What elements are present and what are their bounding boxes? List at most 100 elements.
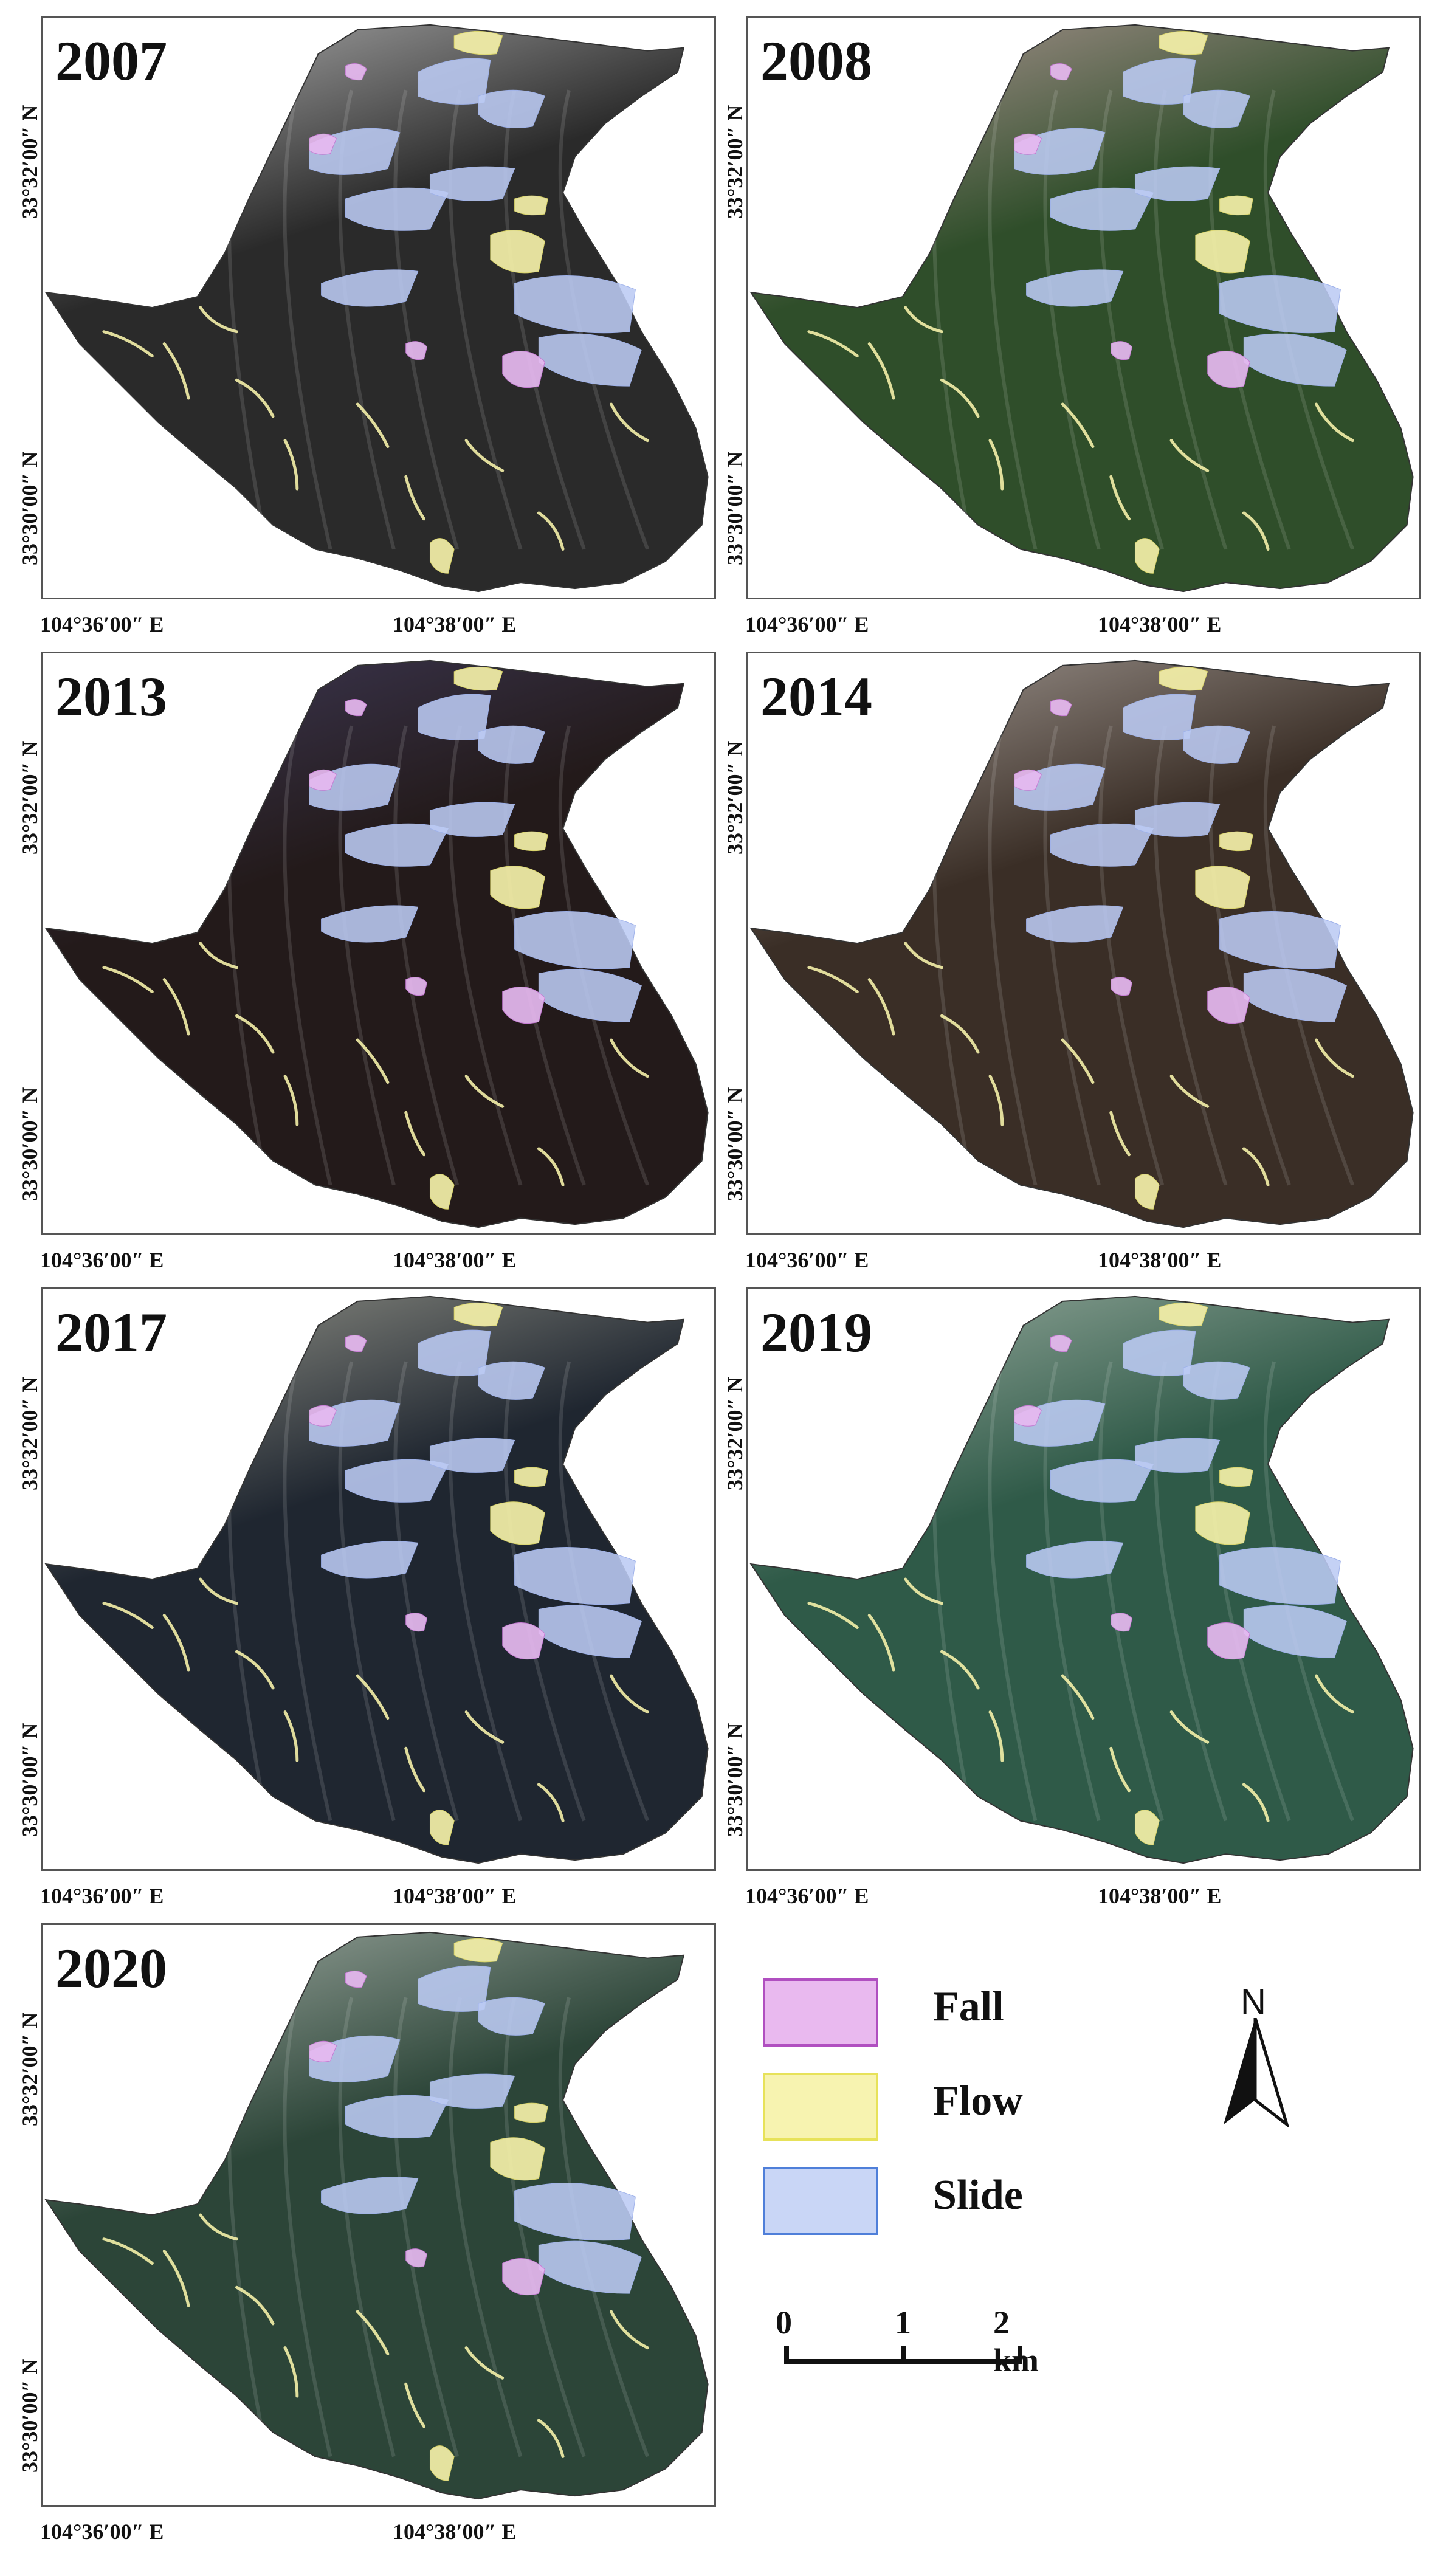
ridge-line: [988, 89, 1038, 550]
landslide-fall: [345, 63, 367, 81]
landslide-slide: [1026, 905, 1124, 943]
landslide-flow: [1134, 1810, 1160, 1845]
map-panel: 2007: [41, 16, 716, 599]
ridge-line: [932, 89, 974, 550]
landslide-slide: [321, 269, 419, 307]
map-panel: 2013: [41, 652, 716, 1235]
landslide-slide: [321, 2177, 419, 2214]
landslide-slide: [1134, 166, 1221, 201]
landslide-flow: [404, 1111, 426, 1157]
landslide-slide: [1134, 802, 1221, 837]
scale-bar-line: [784, 2346, 1022, 2364]
landslide-slide: [1123, 58, 1196, 105]
landslide-flow: [1061, 402, 1095, 449]
landslide-slide: [514, 275, 636, 334]
landslide-flow: [1109, 475, 1131, 521]
landslide-flow: [429, 538, 455, 574]
lat-label-north: 33°32′00″ N: [18, 2012, 42, 2126]
landslide-fall: [502, 351, 545, 388]
legend-label-flow: Flow: [933, 2078, 1023, 2124]
landslide-fall: [1111, 1613, 1133, 1632]
ridge-line: [988, 1361, 1038, 1822]
landslide-flow: [490, 1501, 545, 1545]
landslide-fall: [502, 1622, 545, 1660]
landslide-flow: [199, 1577, 238, 1605]
landslide-flow: [235, 378, 275, 418]
landslide-flow: [199, 942, 238, 969]
landslide-flow: [429, 1174, 455, 1210]
landslide-fall: [1207, 1622, 1250, 1660]
landslide-flow: [102, 2237, 154, 2265]
landslide-slide: [1183, 89, 1250, 128]
landslide-flow: [235, 1650, 275, 1690]
landslide-fall: [1050, 1335, 1072, 1352]
landslide-slide: [514, 1547, 636, 1605]
landslide-slide: [418, 58, 491, 105]
landslide-flow: [162, 342, 190, 400]
year-label: 2007: [55, 30, 167, 92]
landslide-fall: [405, 341, 428, 360]
landslide-flow: [464, 439, 505, 472]
ridge-line: [283, 725, 332, 1186]
ridge-line: [503, 1997, 586, 2457]
landslide-flow: [867, 978, 895, 1036]
landslide-fall: [1207, 351, 1250, 388]
landslide-flow: [356, 1038, 390, 1084]
landslide-flow: [1134, 1174, 1160, 1210]
landslide-flow: [1109, 1746, 1131, 1793]
landslide-flow: [1169, 439, 1210, 472]
year-label: 2017: [55, 1301, 167, 1363]
legend-swatch-flow: [763, 2073, 878, 2141]
landslide-slide: [321, 905, 419, 943]
landslide-flow: [1242, 1783, 1270, 1822]
lon-label-west: 104°36′00″ E: [40, 1248, 164, 1272]
landslide-slide: [418, 1329, 491, 1376]
landslide-flow: [867, 342, 895, 400]
landslide-flow: [537, 511, 565, 551]
scale-tick-label: 0: [776, 2304, 792, 2341]
landslide-flow: [1219, 831, 1253, 852]
landslide-slide: [478, 89, 545, 128]
landslide-slide: [345, 1459, 449, 1503]
ridge-line: [448, 1361, 523, 1822]
landslide-slide: [1183, 1361, 1250, 1400]
landslide-fall: [309, 2040, 337, 2062]
landslide-flow: [1315, 1674, 1354, 1714]
lat-label-north: 33°32′00″ N: [723, 105, 747, 219]
landslide-slide: [1050, 823, 1154, 867]
landslide-flow: [610, 402, 649, 443]
landslide-flow: [940, 378, 980, 418]
landslide-slide: [1183, 725, 1250, 764]
lon-label-west: 104°36′00″ E: [745, 1248, 869, 1272]
lat-label-south: 33°30′00″ N: [18, 2358, 42, 2473]
lat-label-south: 33°30′00″ N: [723, 1723, 747, 1837]
landslide-flow: [988, 439, 1004, 491]
landslide-flow: [807, 966, 859, 993]
scale-tick-label: 2 km: [993, 2304, 1039, 2378]
lon-label-west: 104°36′00″ E: [745, 612, 869, 636]
landslide-flow: [283, 1075, 299, 1126]
landslide-flow: [1242, 1147, 1270, 1186]
lat-label-south: 33°30′00″ N: [723, 451, 747, 565]
landslide-flow: [537, 1783, 565, 1822]
landslide-flow: [404, 475, 426, 521]
lon-label-east: 104°38′00″ E: [393, 2519, 517, 2544]
map-panel: 2014: [746, 652, 1421, 1235]
landslide-flow: [514, 831, 548, 852]
landslide-flow: [283, 1710, 299, 1762]
landslide-flow: [807, 330, 859, 357]
landslide-slide: [514, 911, 636, 969]
map-image: [749, 659, 1414, 1228]
landslide-slide: [418, 694, 491, 740]
lat-label-north: 33°32′00″ N: [18, 1376, 42, 1490]
landslide-flow: [102, 330, 154, 357]
landslide-slide: [345, 823, 449, 867]
landslide-flow: [453, 666, 503, 691]
lat-label-south: 33°30′00″ N: [723, 1087, 747, 1201]
landslide-fall: [1111, 341, 1133, 360]
landslide-slide: [345, 2095, 449, 2138]
map-panel: 2020: [41, 1923, 716, 2507]
map-image: [749, 24, 1414, 593]
landslide-slide: [1123, 1329, 1196, 1376]
landslide-fall: [405, 1613, 428, 1632]
